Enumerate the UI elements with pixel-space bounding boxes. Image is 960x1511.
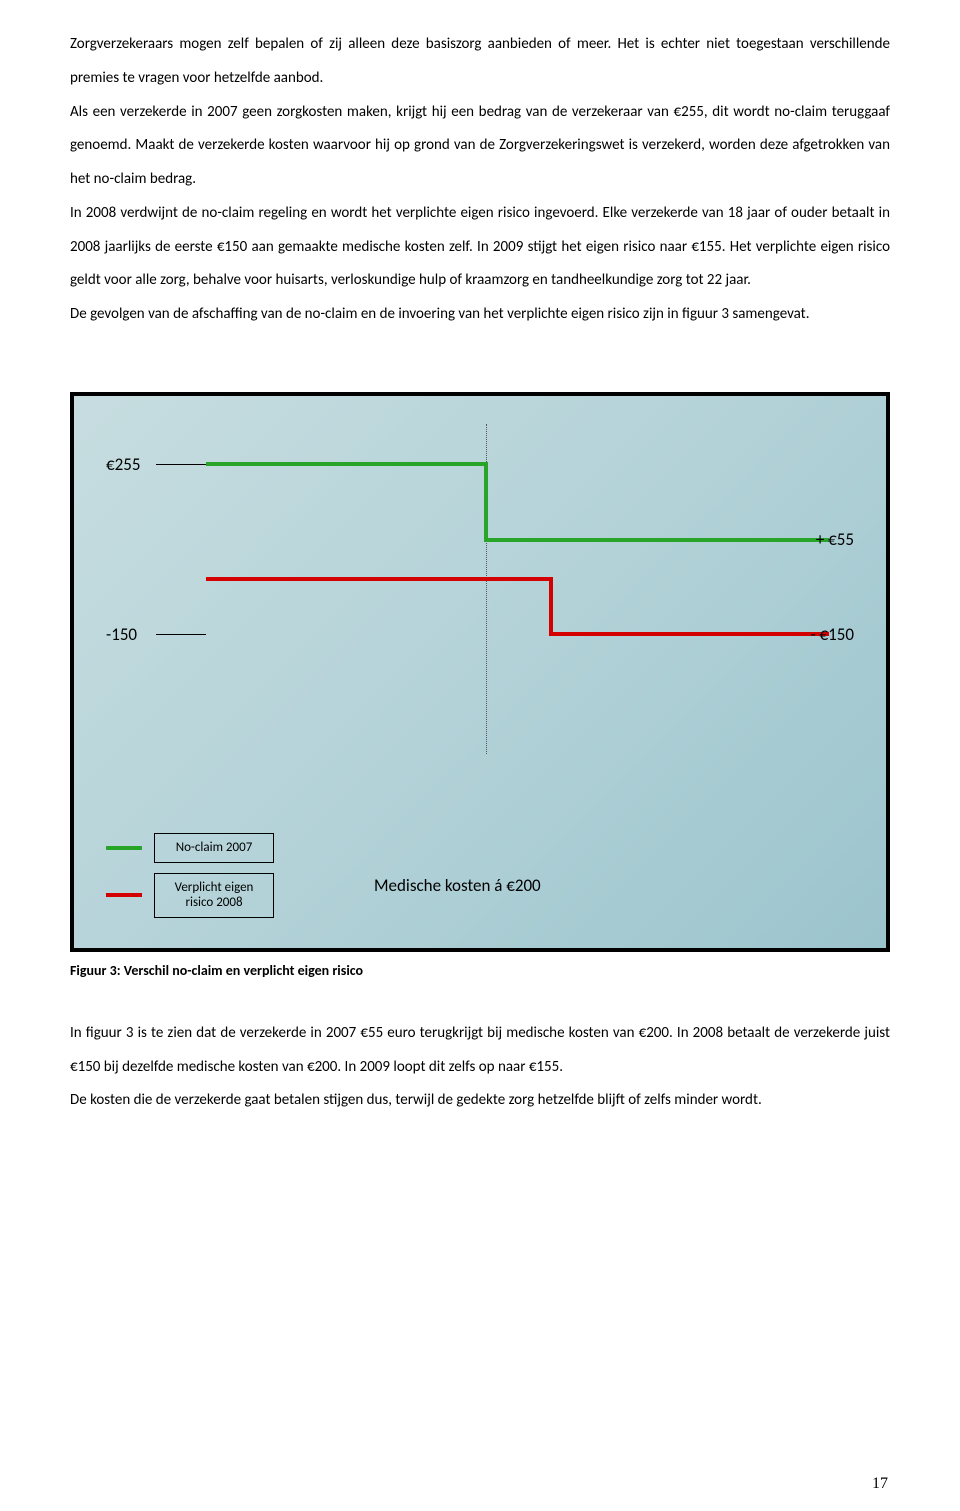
chart-green-line-drop	[484, 462, 488, 542]
chart-label-plus55: + €55	[816, 529, 854, 550]
paragraph-2: Als een verzekerde in 2007 geen zorgkost…	[70, 96, 890, 197]
chart-label-minus150-left: -150	[106, 624, 137, 645]
chart-label-minus150-right: - €150	[810, 624, 854, 645]
page-number: 17	[872, 1475, 888, 1493]
chart-figure: €255 -150 + €55 - €150 No-claim 2007 Ver…	[70, 392, 890, 952]
legend-label-green: No-claim 2007	[154, 833, 274, 863]
paragraph-3: In 2008 verdwijnt de no-claim regeling e…	[70, 197, 890, 298]
figure-caption: Figuur 3: Verschil no-claim en verplicht…	[70, 962, 890, 979]
legend-row-red: Verplicht eigen risico 2008	[106, 873, 274, 918]
legend-swatch-green	[106, 846, 142, 850]
chart-center-label: Medische kosten á €200	[374, 875, 541, 898]
paragraph-4: De gevolgen van de afschaffing van de no…	[70, 298, 890, 332]
legend-swatch-red	[106, 893, 142, 897]
chart-legend: No-claim 2007 Verplicht eigen risico 200…	[106, 833, 274, 928]
paragraph-6: De kosten die de verzekerde gaat betalen…	[70, 1084, 890, 1118]
paragraph-5: In figuur 3 is te zien dat de verzekerde…	[70, 1017, 890, 1085]
chart-red-line-right	[549, 632, 829, 636]
chart-green-line-top	[206, 462, 486, 466]
chart-tick-255	[156, 464, 206, 465]
chart-tick-minus150	[156, 634, 206, 635]
chart-plot-area: €255 -150 + €55 - €150	[106, 424, 854, 754]
legend-label-red: Verplicht eigen risico 2008	[154, 873, 274, 918]
chart-red-line-drop	[549, 577, 553, 636]
chart-red-line-left	[206, 577, 551, 581]
paragraph-1: Zorgverzekeraars mogen zelf bepalen of z…	[70, 28, 890, 96]
chart-green-line-tail	[484, 538, 829, 542]
chart-label-255: €255	[106, 454, 140, 475]
legend-row-green: No-claim 2007	[106, 833, 274, 863]
